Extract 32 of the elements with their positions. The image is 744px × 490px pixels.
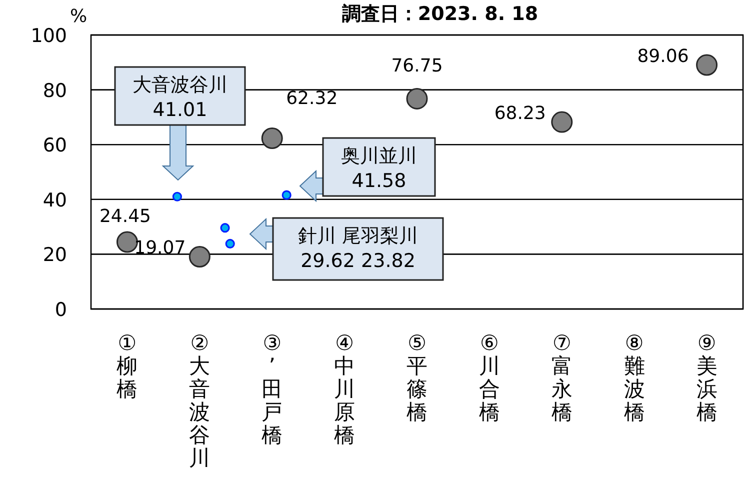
chart-title: 調査日：2023. 8. 18 [342,3,538,25]
y-tick-label: 80 [42,80,67,102]
point [696,54,718,76]
x-tick-label: ⑤平篠橋 [406,331,428,424]
point [551,111,573,133]
x-tick-label: ④中川原橋 [334,331,356,447]
y-axis-title: % [70,6,88,27]
x-tick-label: ⑨美浜橋 [696,331,718,424]
x-tick-label: ③’田戸橋 [262,331,283,447]
point [406,88,428,110]
x-tick-label: ②大音波谷川 [189,331,210,470]
y-tick-label: 100 [30,25,67,47]
annotation: 大音波谷川 41.01 [132,74,228,121]
y-tick-label: 20 [42,244,67,266]
data-label: 24.45 [99,206,151,228]
data-label: 62.32 [286,88,338,110]
annotation: 針川 尾羽梨川 29.62 23.82 [298,225,418,272]
y-tick-label: 0 [54,299,67,321]
y-tick-label: 40 [42,189,67,212]
x-tick-label: ⑧難波橋 [624,331,645,424]
annotation: 奥川並川 41.58 [341,145,417,192]
x-tick-label: ①柳橋 [116,331,138,401]
y-tick-label: 60 [42,134,67,157]
data-label: 89.06 [637,46,689,67]
point [261,127,283,149]
data-label: 19.07 [134,238,186,259]
data-label: 76.75 [391,56,443,77]
point [188,246,210,268]
x-tick-label: ⑦富永橋 [551,331,572,424]
point [116,231,138,253]
x-tick-label: ⑥川合橋 [478,331,500,424]
data-label: 68.23 [494,103,546,124]
